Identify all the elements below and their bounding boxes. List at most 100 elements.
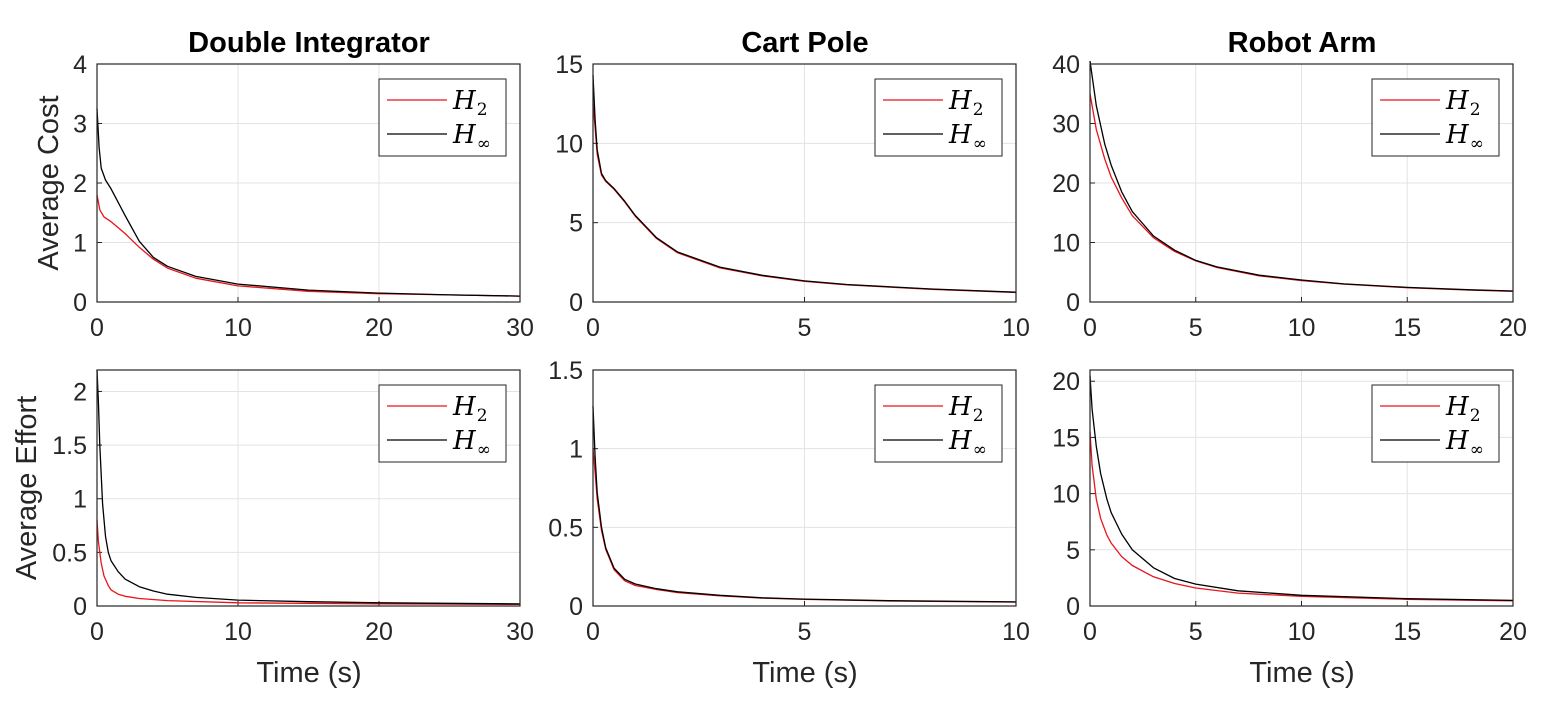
legend-label-main: H — [452, 392, 477, 422]
x-tick-label: 0 — [90, 314, 104, 342]
legend: H2H∞ — [378, 78, 507, 157]
y-tick-label: 2 — [73, 378, 87, 406]
y-tick-label: 0 — [569, 289, 583, 317]
legend-label-main: H — [452, 426, 477, 456]
x-tick-label: 10 — [224, 618, 252, 646]
x-tick-label: 5 — [1189, 314, 1203, 342]
x-tick-label: 20 — [365, 618, 393, 646]
legend-box — [874, 78, 1003, 157]
y-tick-label: 10 — [1052, 481, 1080, 509]
x-tick-label: 10 — [1002, 314, 1030, 342]
legend-label-hinf: H∞ — [1445, 120, 1484, 154]
legend-label-main: H — [948, 392, 973, 422]
legend-label-main: H — [948, 120, 973, 150]
axes-box — [1089, 63, 1514, 303]
col-title-robot-arm: Robot Arm — [1228, 27, 1377, 59]
legend-label-main: H — [1445, 392, 1470, 422]
xlabel-time-col1: Time (s) — [256, 657, 361, 689]
series-line-hinf — [592, 75, 1017, 293]
legend-label-h2: H2 — [452, 86, 488, 120]
y-tick-label: 20 — [1052, 368, 1080, 396]
chart-panel-2: 0 5 10 0 5 10 15 H2H∞ — [555, 51, 1030, 342]
y-tick-label: 0 — [569, 593, 583, 621]
x-tick-label: 10 — [1002, 618, 1030, 646]
series-line-hinf — [592, 406, 1017, 603]
x-tick-label: 20 — [1499, 618, 1527, 646]
x-tick-label: 0 — [1083, 314, 1097, 342]
axes-box — [1089, 369, 1514, 607]
legend: H2H∞ — [874, 384, 1003, 463]
legend-label-hinf: H∞ — [452, 120, 491, 154]
x-tick-label: 0 — [586, 618, 600, 646]
xlabel-time-col3: Time (s) — [1249, 657, 1354, 689]
series-line-h2 — [96, 520, 521, 606]
y-tick-label: 1.5 — [548, 357, 583, 385]
legend-label-subscript: ∞ — [477, 440, 491, 460]
y-tick-label: 1 — [569, 436, 583, 464]
y-tick-label: 0 — [1066, 593, 1080, 621]
legend-label-subscript: 2 — [477, 406, 488, 426]
chart-panel-5: 0 5 10 0 0.5 1 1.5 H2H∞ — [548, 357, 1030, 646]
series-line-hinf — [96, 108, 521, 297]
y-tick-label: 15 — [1052, 424, 1080, 452]
legend-label-hinf: H∞ — [1445, 426, 1484, 460]
y-tick-label: 10 — [555, 130, 583, 158]
legend-label-subscript: ∞ — [973, 134, 987, 154]
y-tick-label: 5 — [569, 210, 583, 238]
legend-label-h2: H2 — [452, 392, 488, 426]
x-tick-label: 10 — [1288, 618, 1316, 646]
legend: H2H∞ — [874, 78, 1003, 157]
axes-box — [96, 369, 521, 607]
x-tick-label: 15 — [1393, 618, 1421, 646]
x-tick-label: 10 — [1288, 314, 1316, 342]
series-line-hinf — [96, 369, 521, 605]
x-tick-label: 5 — [798, 314, 812, 342]
chart-panel-6: 0 5 10 15 20 0 5 10 15 20 H2H∞ — [1052, 368, 1527, 646]
y-tick-label: 3 — [73, 111, 87, 139]
legend-label-h2: H2 — [948, 86, 984, 120]
x-tick-label: 20 — [1499, 314, 1527, 342]
chart-panel-3: 0 5 10 15 20 0 10 20 30 40 H2H∞ — [1052, 51, 1527, 342]
legend: H2H∞ — [1371, 78, 1500, 157]
y-tick-label: 1.5 — [52, 432, 87, 460]
legend-label-subscript: 2 — [477, 100, 488, 120]
x-tick-label: 5 — [1189, 618, 1203, 646]
legend-label-subscript: ∞ — [1470, 440, 1484, 460]
legend-label-h2: H2 — [1445, 86, 1481, 120]
legend-label-main: H — [452, 86, 477, 116]
y-tick-label: 20 — [1052, 170, 1080, 198]
xlabel-time-col2: Time (s) — [752, 657, 857, 689]
ylabel-average-cost: Average Cost — [33, 95, 65, 270]
legend-label-main: H — [1445, 426, 1470, 456]
legend-label-main: H — [1445, 120, 1470, 150]
legend: H2H∞ — [1371, 384, 1500, 463]
x-tick-label: 0 — [90, 618, 104, 646]
legend-label-subscript: ∞ — [1470, 134, 1484, 154]
legend-box — [378, 384, 507, 463]
legend-label-main: H — [452, 120, 477, 150]
x-tick-label: 30 — [506, 314, 534, 342]
legend-box — [874, 384, 1003, 463]
y-tick-label: 30 — [1052, 111, 1080, 139]
x-tick-label: 5 — [798, 618, 812, 646]
legend-box — [1371, 78, 1500, 157]
x-tick-label: 0 — [586, 314, 600, 342]
x-tick-label: 30 — [506, 618, 534, 646]
legend-label-main: H — [948, 426, 973, 456]
legend-box — [1371, 384, 1500, 463]
legend-label-main: H — [1445, 86, 1470, 116]
legend-box — [378, 78, 507, 157]
y-tick-label: 40 — [1052, 51, 1080, 79]
legend-label-subscript: 2 — [973, 406, 984, 426]
x-tick-label: 10 — [224, 314, 252, 342]
col-title-cart-pole: Cart Pole — [741, 27, 868, 59]
legend-label-subscript: ∞ — [477, 134, 491, 154]
series-line-h2 — [96, 194, 521, 297]
col-title-double-integrator: Double Integrator — [188, 27, 430, 59]
y-tick-label: 0.5 — [52, 539, 87, 567]
x-tick-label: 20 — [365, 314, 393, 342]
